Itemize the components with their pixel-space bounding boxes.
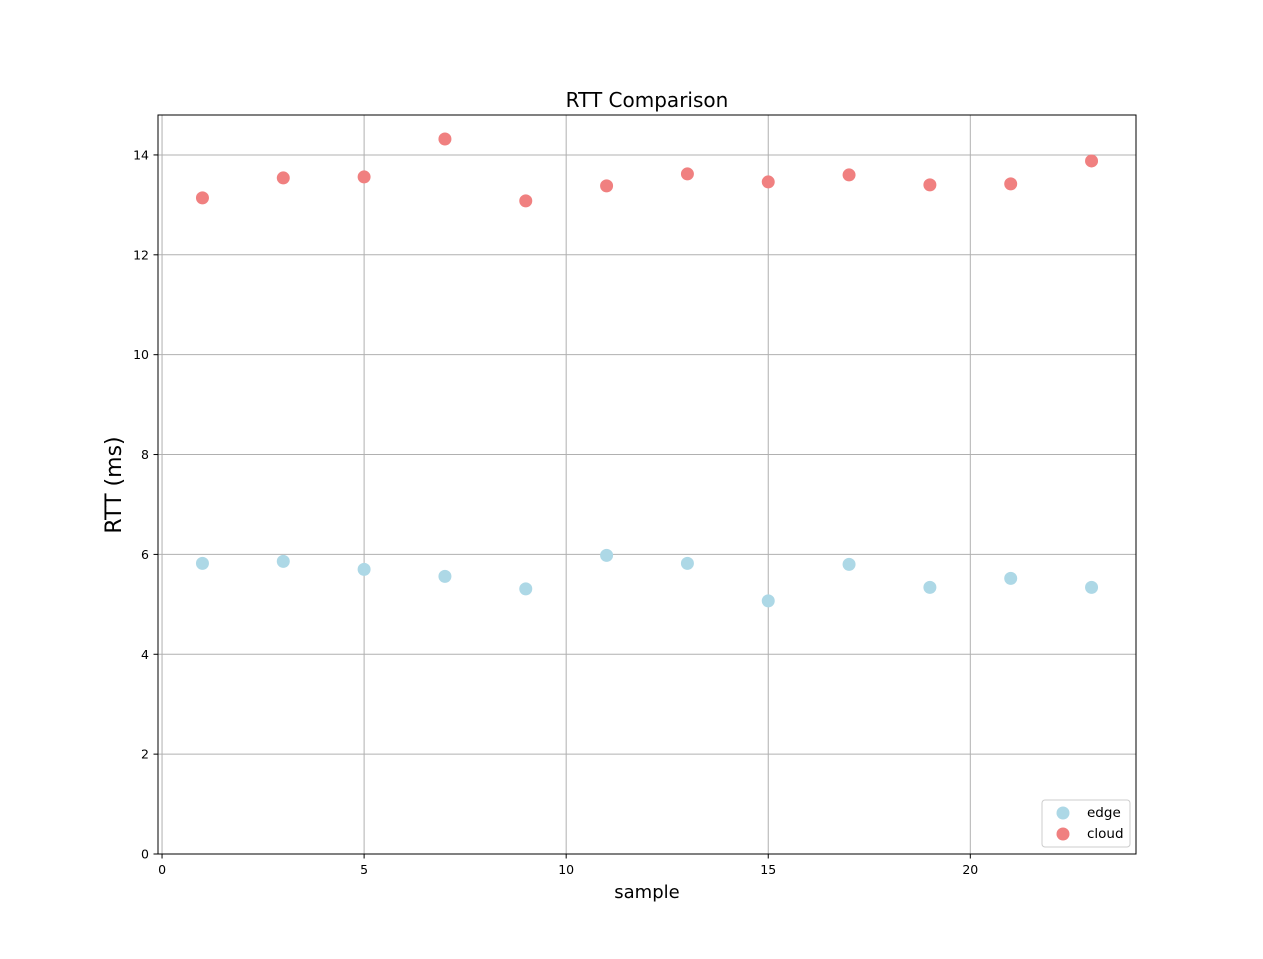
- legend-marker-cloud: [1056, 827, 1070, 841]
- edge-point-21: [1004, 571, 1018, 585]
- edge-point-19: [923, 580, 937, 594]
- axis-ticks: 0 5 10 15 20 0 2 4 6 8 10 12 14: [133, 147, 978, 877]
- edge-point-1: [195, 556, 209, 570]
- legend: edge cloud: [1041, 799, 1131, 848]
- edge-point-5: [357, 562, 371, 576]
- cloud-point-17: [842, 168, 856, 182]
- cloud-point-15: [761, 175, 775, 189]
- cloud-point-13: [680, 167, 694, 181]
- plot-area-frame: [157, 114, 1137, 855]
- y-tick-label-12: 12: [133, 247, 149, 262]
- cloud-point-19: [923, 178, 937, 192]
- x-axis-label: sample: [614, 882, 679, 903]
- cloud-point-7: [438, 132, 452, 146]
- x-tick-label-20: 20: [962, 862, 978, 877]
- y-tick-label-4: 4: [141, 647, 149, 662]
- cloud-point-23: [1085, 154, 1099, 168]
- y-axis-label: RTT (ms): [102, 436, 127, 533]
- x-tick-label-5: 5: [360, 862, 368, 877]
- edge-point-7: [438, 569, 452, 583]
- data-points: [195, 132, 1099, 608]
- y-tick-label-10: 10: [133, 347, 149, 362]
- legend-label-cloud: cloud: [1087, 826, 1124, 842]
- edge-point-9: [519, 582, 533, 596]
- x-tick-label-15: 15: [760, 862, 776, 877]
- legend-marker-edge: [1056, 806, 1070, 820]
- edge-point-3: [276, 554, 290, 568]
- x-tick-label-0: 0: [158, 862, 166, 877]
- y-tick-label-6: 6: [141, 547, 149, 562]
- cloud-point-5: [357, 170, 371, 184]
- x-tick-label-10: 10: [558, 862, 574, 877]
- y-tick-label-2: 2: [141, 747, 149, 762]
- cloud-point-1: [195, 191, 209, 205]
- edge-point-15: [761, 594, 775, 608]
- cloud-point-11: [600, 179, 614, 193]
- y-tick-label-8: 8: [141, 447, 149, 462]
- grid-lines: [158, 115, 1136, 855]
- edge-point-23: [1085, 580, 1099, 594]
- edge-point-13: [680, 556, 694, 570]
- cloud-point-3: [276, 171, 290, 185]
- legend-label-edge: edge: [1087, 805, 1121, 821]
- y-tick-label-0: 0: [141, 847, 149, 862]
- edge-point-11: [600, 548, 614, 562]
- edge-point-17: [842, 557, 856, 571]
- cloud-point-9: [519, 194, 533, 208]
- chart-title: RTT Comparison: [566, 88, 729, 112]
- cloud-point-21: [1004, 177, 1018, 191]
- y-tick-label-14: 14: [133, 147, 149, 162]
